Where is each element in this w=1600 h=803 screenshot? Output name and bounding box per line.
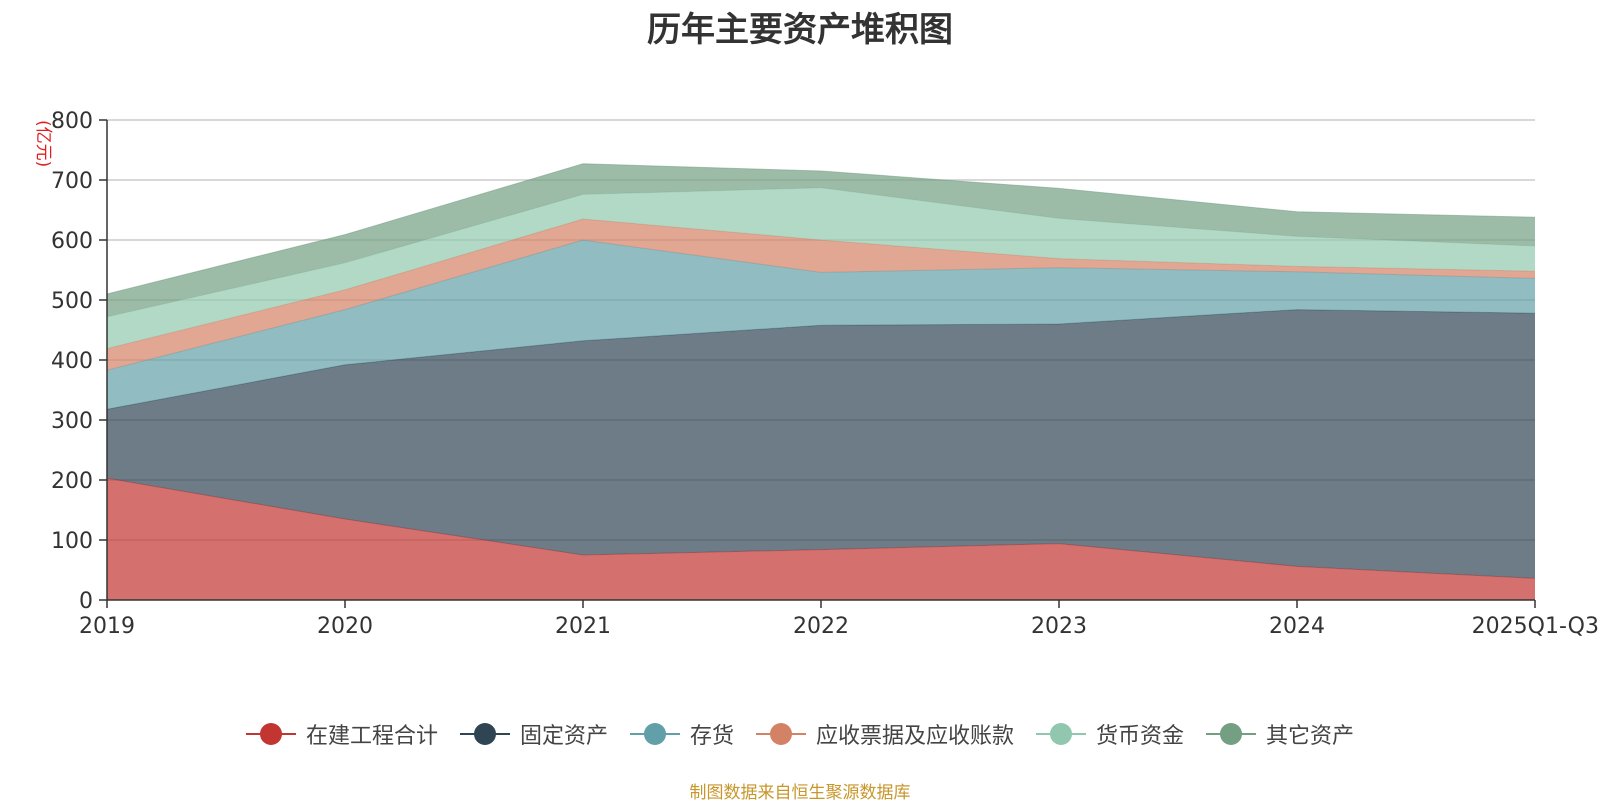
y-tick-label: 0 [79, 589, 93, 614]
y-tick-label: 300 [51, 409, 93, 434]
legend-label: 固定资产 [519, 724, 608, 749]
y-tick-label: 200 [51, 469, 93, 494]
legend-marker-icon [245, 723, 296, 745]
y-tick-label: 100 [51, 529, 93, 554]
x-tick-label: 2020 [317, 614, 373, 639]
legend-marker-icon [1206, 723, 1257, 745]
x-tick-label: 2022 [793, 614, 849, 639]
legend-marker-icon [1036, 723, 1087, 745]
legend-label: 其它资产 [1266, 724, 1355, 749]
x-tick-label: 2019 [79, 614, 135, 639]
y-tick-label: 700 [51, 169, 93, 194]
chart-title: 历年主要资产堆积图 [647, 10, 953, 50]
y-axis-label: (亿元) [33, 120, 53, 167]
area-series-5[interactable] [107, 187, 1535, 349]
legend-marker-icon [756, 723, 806, 745]
y-tick-label: 600 [51, 229, 93, 254]
area-series-1[interactable] [107, 478, 1535, 600]
x-tick-label: 2023 [1031, 614, 1087, 639]
y-tick-label: 500 [51, 289, 93, 314]
legend-item-1[interactable]: 在建工程合计 [245, 718, 438, 750]
legend-marker-icon [459, 723, 510, 745]
legend-item-4[interactable]: 应收票据及应收账款 [756, 718, 1014, 750]
area-series-2[interactable] [107, 309, 1535, 579]
area-series-4[interactable] [107, 219, 1535, 371]
legend: 在建工程合计 固定资产 存货 应收票据及应收账款 货币资金 其它资产 [0, 718, 1600, 750]
series-line-6 [106, 163, 1536, 295]
legend-item-6[interactable]: 其它资产 [1206, 718, 1354, 750]
legend-item-2[interactable]: 固定资产 [459, 718, 608, 750]
area-series [106, 163, 1536, 600]
x-tick-label: 2025Q1-Q3 [1472, 614, 1599, 639]
legend-item-3[interactable]: 存货 [629, 718, 734, 750]
area-series-6[interactable] [107, 163, 1535, 317]
y-tick-label: 800 [51, 109, 93, 134]
y-tick-label: 400 [51, 349, 93, 374]
x-tick-label: 2024 [1269, 614, 1325, 639]
axes: 0 100 200 300 400 500 600 700 800 2019 2020 2021 202… [51, 109, 1599, 639]
legend-label: 货币资金 [1096, 724, 1185, 749]
x-tick-label: 2021 [555, 614, 611, 639]
legend-label: 存货 [689, 724, 734, 749]
legend-label: 应收票据及应收账款 [816, 724, 1015, 749]
legend-label: 在建工程合计 [305, 724, 438, 749]
legend-item-5[interactable]: 货币资金 [1036, 718, 1184, 750]
source-note: 制图数据来自恒生聚源数据库 [689, 783, 911, 803]
area-series-3[interactable] [107, 240, 1535, 410]
legend-marker-icon [629, 723, 680, 745]
